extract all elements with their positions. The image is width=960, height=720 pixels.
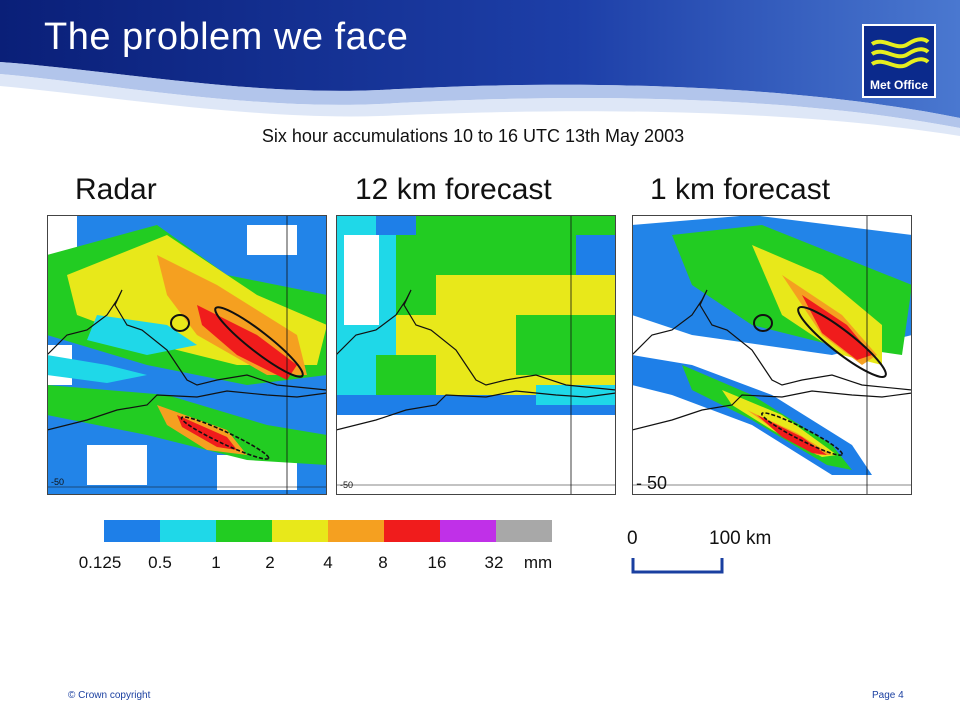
radar-precip-field — [47, 215, 327, 495]
scale-start-label: 0 — [627, 528, 638, 549]
legend-swatch — [328, 520, 384, 542]
legend-swatch — [384, 520, 440, 542]
legend-swatch — [104, 520, 160, 542]
legend-label: 16 — [427, 553, 447, 572]
legend-swatch — [272, 520, 328, 542]
slide-title: The problem we face — [44, 16, 409, 58]
legend-label: 2 — [265, 553, 275, 572]
latitude-label: -50 — [340, 480, 354, 490]
forecast-12km-precip-field — [336, 215, 616, 495]
legend-label: 8 — [378, 553, 388, 572]
legend-label: 0.125 — [78, 553, 122, 572]
legend-label: 4 — [323, 553, 333, 572]
precip-color-legend — [104, 520, 552, 542]
latitude-label: - 50 — [636, 473, 668, 493]
slide-subtitle: Six hour accumulations 10 to 16 UTC 13th… — [261, 126, 685, 146]
legend-swatch — [440, 520, 496, 542]
legend-label: 0.5 — [148, 553, 172, 572]
distance-scale-bar — [631, 558, 724, 574]
logo-text: Met Office — [869, 78, 928, 92]
legend-swatch — [496, 520, 552, 542]
forecast-1km-map: - 50 — [632, 215, 912, 495]
legend-swatch — [160, 520, 216, 542]
forecast-12km-map: -50 — [336, 215, 616, 495]
legend-swatch — [216, 520, 272, 542]
legend-label: 32 — [484, 553, 504, 572]
footer-page-number: Page 4 — [872, 690, 904, 701]
latitude-label: -50 — [51, 477, 65, 487]
scale-end-label: 100 km — [709, 528, 772, 549]
legend-label: mm — [523, 553, 553, 572]
met-office-logo: Met Office — [862, 24, 936, 98]
radar-map: -50 — [47, 215, 327, 495]
panel-title-radar: Radar — [75, 173, 157, 206]
header-banner: The problem we face Met Office — [0, 0, 960, 150]
forecast-1km-precip-field — [632, 215, 912, 495]
panel-title-12km-forecast: 12 km forecast — [355, 173, 552, 206]
footer-copyright: © Crown copyright — [68, 690, 151, 701]
logo-wave-icon — [870, 37, 930, 69]
header-wave-graphic — [0, 0, 960, 136]
legend-label: 1 — [211, 553, 221, 572]
panel-title-1km-forecast: 1 km forecast — [650, 173, 831, 206]
precip-legend-labels: 0.125 0.5 1 2 4 8 16 32 mm — [0, 553, 960, 577]
